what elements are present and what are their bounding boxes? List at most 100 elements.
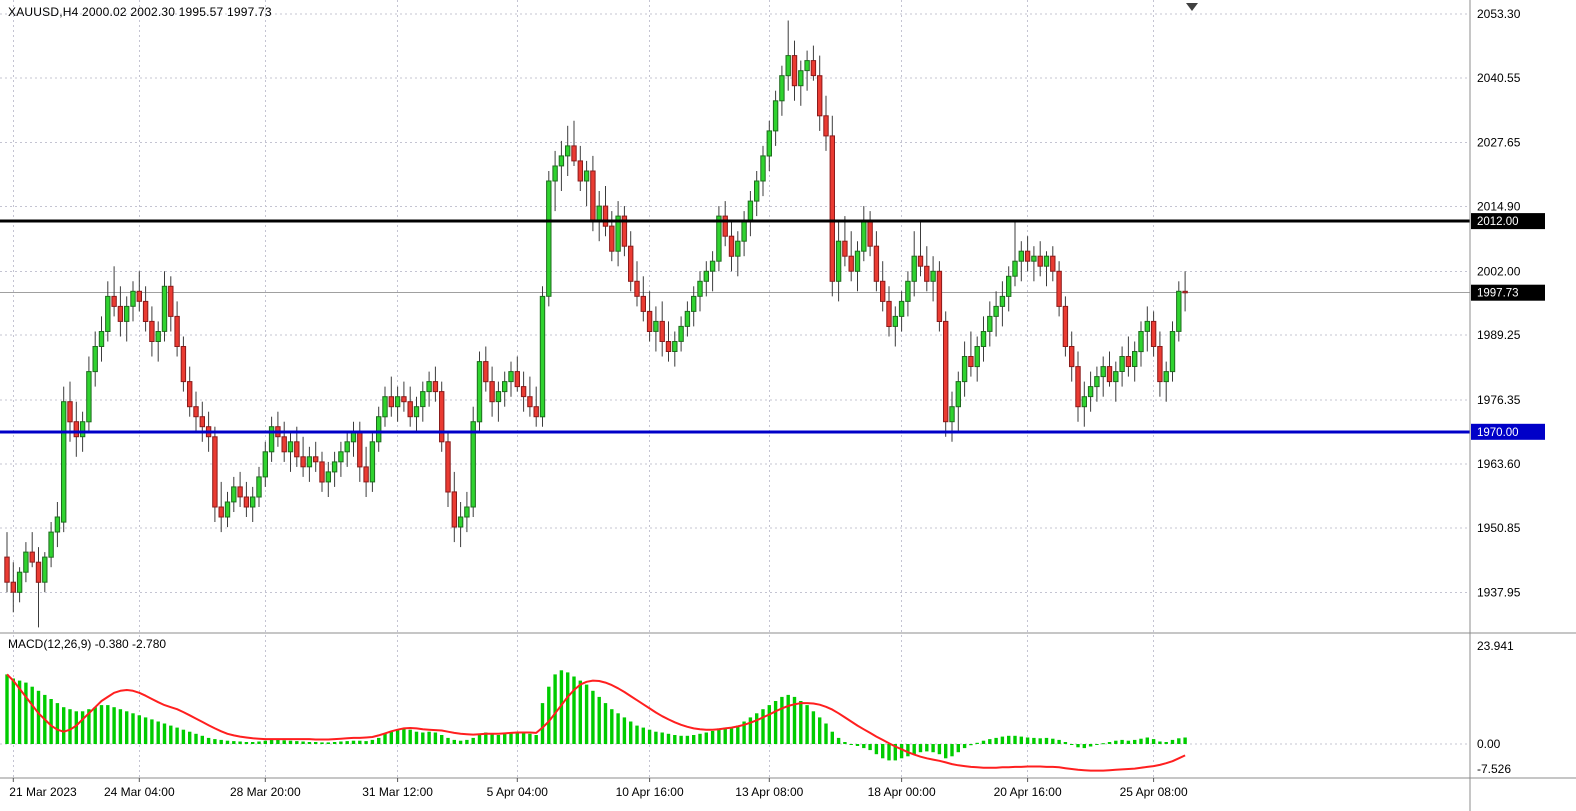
price-tick-label: 1963.60 (1477, 457, 1521, 471)
chart-shift-marker-icon[interactable] (1186, 3, 1198, 11)
candle-body (955, 381, 961, 408)
macd-bar (219, 739, 223, 744)
macd-bar (786, 694, 790, 744)
candle-body (105, 295, 111, 332)
price-axis[interactable]: 2053.30 2040.55 2027.65 2014.90 2002.00 1989.… (1471, 7, 1545, 776)
candlestick-series (4, 20, 1188, 628)
macd-bar (862, 744, 866, 749)
time-tick-label: 28 Mar 20:00 (230, 785, 301, 799)
macd-bar (106, 705, 110, 744)
candle-body (974, 346, 980, 368)
macd-bar (68, 709, 72, 744)
candle-body (432, 381, 439, 393)
macd-bar (1126, 740, 1131, 744)
price-badge (1471, 423, 1545, 440)
candle-body (911, 255, 917, 282)
macd-tick-label: -7.526 (1477, 762, 1511, 776)
candle-body (224, 501, 231, 518)
candle-body (697, 280, 703, 297)
macd-bar (685, 735, 690, 744)
candle-body (634, 280, 640, 297)
macd-bar (408, 729, 412, 744)
candle-body (10, 581, 17, 593)
macd-bar (225, 740, 230, 744)
macd-bar (981, 740, 986, 744)
macd-bar (503, 733, 507, 744)
macd-bar (1038, 738, 1042, 744)
candle-body (880, 280, 886, 302)
candle-body (987, 315, 993, 332)
time-axis[interactable]: 21 Mar 2023 24 Mar 04:00 28 Mar 20:00 31 Ma… (9, 778, 1188, 799)
candle-body (451, 491, 458, 528)
price-tick-label: 1950.85 (1477, 521, 1521, 535)
candle-body (817, 75, 823, 117)
candle-body (231, 486, 237, 503)
candle-body (602, 205, 609, 227)
candle-body (924, 265, 930, 282)
macd-bar (610, 709, 614, 744)
macd-bar (780, 696, 784, 744)
candle-body (464, 506, 470, 518)
macd-bar (446, 737, 450, 744)
macd-bar (717, 728, 721, 744)
candle-body (117, 305, 124, 322)
candle-body (735, 240, 741, 257)
macd-bar (314, 742, 318, 744)
macd-bar (383, 733, 387, 744)
macd-bar (874, 744, 879, 755)
macd-bar (742, 721, 746, 744)
macd-bar (339, 741, 343, 744)
macd-bar (118, 709, 123, 744)
candle-body (703, 270, 709, 282)
candle-body (369, 441, 376, 483)
macd-bar (950, 744, 954, 757)
candle-body (785, 55, 791, 77)
macd-bar (1101, 743, 1105, 745)
candle-body (199, 416, 206, 428)
candle-body (949, 406, 955, 423)
candle-body (319, 461, 325, 483)
macd-bar (440, 735, 444, 744)
macd-bar (364, 741, 368, 744)
macd-bar (1088, 744, 1093, 747)
macd-bar (80, 711, 85, 744)
macd-bar (566, 672, 570, 744)
candle-body (546, 180, 552, 297)
macd-bar (295, 741, 299, 744)
macd-bar (1158, 741, 1162, 744)
macd-bar (534, 735, 538, 744)
macd-bar (49, 699, 53, 744)
macd-bar (484, 732, 488, 744)
candle-body (331, 461, 338, 473)
macd-bar (414, 731, 419, 744)
candle-body (16, 571, 23, 593)
macd-bar (200, 735, 204, 744)
macd-bar (99, 705, 104, 744)
macd-bar (282, 740, 286, 744)
macd-bar (143, 717, 148, 744)
macd-bar (591, 690, 595, 744)
candle-body (873, 245, 880, 282)
candle-body (709, 260, 716, 272)
macd-bar (1183, 737, 1187, 744)
macd-bar (855, 744, 860, 746)
candle-body (1138, 331, 1144, 353)
macd-bar (868, 744, 872, 751)
candle-body (1163, 371, 1169, 383)
candle-body (338, 451, 344, 463)
candle-body (508, 371, 514, 383)
time-tick-label: 18 Apr 00:00 (868, 785, 936, 799)
macd-bar (1044, 737, 1049, 744)
price-tick-label: 1976.35 (1477, 393, 1521, 407)
candle-body (306, 456, 313, 468)
macd-bar (836, 737, 841, 744)
candle-body (1106, 366, 1113, 383)
macd-bar (377, 737, 381, 744)
candle-body (646, 310, 653, 332)
macd-bar (887, 744, 891, 761)
price-tick-label: 1989.25 (1477, 328, 1521, 342)
macd-bar (830, 731, 834, 744)
macd-bar (1095, 744, 1099, 745)
macd-bar (156, 721, 160, 744)
